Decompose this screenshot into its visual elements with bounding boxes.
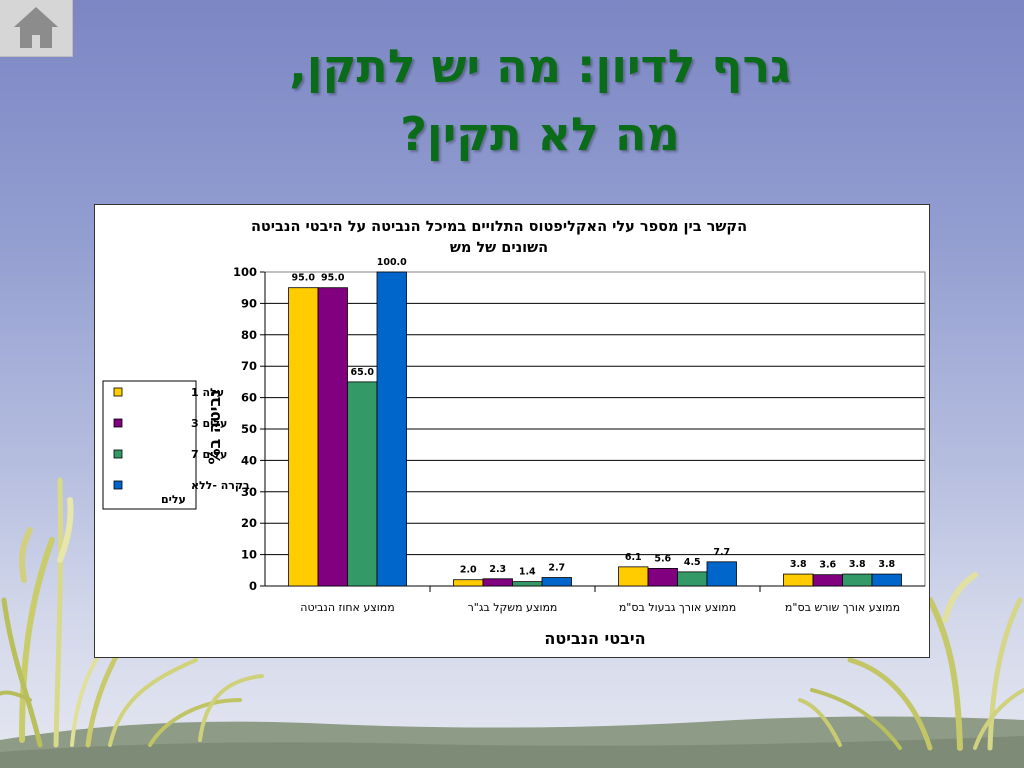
bar <box>288 287 319 587</box>
x-category-label: ממוצע אחוז הנביטה <box>300 601 394 614</box>
data-label: 95.0 <box>292 273 316 284</box>
grass-right <box>798 572 1024 751</box>
bar <box>871 573 902 587</box>
bar <box>317 287 348 587</box>
y-tick-label: 50 <box>241 422 257 436</box>
y-tick-label: 100 <box>233 265 257 279</box>
x-category-label: ממוצע אורך גבעול בס"מ <box>619 601 736 614</box>
y-tick-label: 80 <box>241 328 257 342</box>
legend-label: עלים 3 <box>191 417 227 430</box>
ground-front <box>0 736 1024 768</box>
bar <box>347 381 378 587</box>
bar <box>783 573 814 587</box>
data-label: 95.0 <box>321 273 345 284</box>
slide-title-line-2: מה לא תקין? <box>400 107 680 161</box>
data-label: 3.8 <box>790 559 807 570</box>
legend-swatch <box>113 449 123 459</box>
legend-label: עלה 1 <box>191 386 224 399</box>
data-label: 65.0 <box>351 367 375 378</box>
y-tick-label: 10 <box>241 548 257 562</box>
bar <box>453 579 484 587</box>
data-label: 5.6 <box>654 553 671 564</box>
data-label: 2.3 <box>489 564 506 575</box>
home-icon <box>14 7 58 48</box>
legend-label: עלים 7 <box>191 448 227 461</box>
chart-title-line-2: השונים של מש <box>450 240 548 256</box>
data-label: 100.0 <box>377 257 407 268</box>
slide-title: גרף לדיון: מה יש לתקן, מה לא תקין? <box>150 32 930 168</box>
data-label: 3.8 <box>878 559 895 570</box>
bar <box>618 566 649 587</box>
legend <box>102 380 197 510</box>
bar <box>842 573 873 587</box>
data-label: 2.0 <box>460 565 477 576</box>
data-label: 4.5 <box>684 557 701 568</box>
x-category-label: ממוצע משקל בג"ר <box>468 601 558 614</box>
legend-swatch <box>113 387 123 397</box>
y-tick-label: 40 <box>241 453 257 467</box>
bar <box>812 574 843 587</box>
legend-swatch <box>113 480 123 490</box>
bar <box>482 578 513 587</box>
bar <box>677 571 708 587</box>
bar <box>512 581 543 587</box>
data-label: 7.7 <box>713 547 730 558</box>
y-tick-label: 70 <box>241 359 257 373</box>
y-tick-label: 20 <box>241 516 257 530</box>
data-label: 3.6 <box>819 560 836 571</box>
chart-title-line-1: הקשר בין מספר עלי האקליפטוס התלויים במיכ… <box>251 219 747 235</box>
bar <box>647 568 678 587</box>
data-label: 3.8 <box>849 559 866 570</box>
data-label: 1.4 <box>519 567 536 578</box>
y-tick-label: 90 <box>241 296 257 310</box>
x-category-label: ממוצע אורך שורש בס"מ <box>785 601 900 614</box>
bar <box>541 577 572 587</box>
bar <box>376 271 407 587</box>
x-axis-label: היבטי הנביטה <box>544 629 645 648</box>
y-tick-label: 30 <box>241 485 257 499</box>
y-tick-label: 0 <box>249 579 257 593</box>
legend-swatch <box>113 418 123 428</box>
y-tick-label: 60 <box>241 391 257 405</box>
data-label: 6.1 <box>625 552 642 563</box>
y-axis-label: נביטה ב% <box>205 390 224 465</box>
home-button[interactable] <box>0 0 73 57</box>
bar-chart: הקשר בין מספר עלי האקליפטוס התלויים במיכ… <box>102 219 926 648</box>
legend-label: בקרה -ללא עלים <box>161 479 250 506</box>
chart-panel: הקשר בין מספר עלי האקליפטוס התלויים במיכ… <box>94 204 930 658</box>
data-label: 2.7 <box>548 563 565 574</box>
slide-title-line-1: גרף לדיון: מה יש לתקן, <box>289 39 791 93</box>
bar <box>706 561 737 587</box>
